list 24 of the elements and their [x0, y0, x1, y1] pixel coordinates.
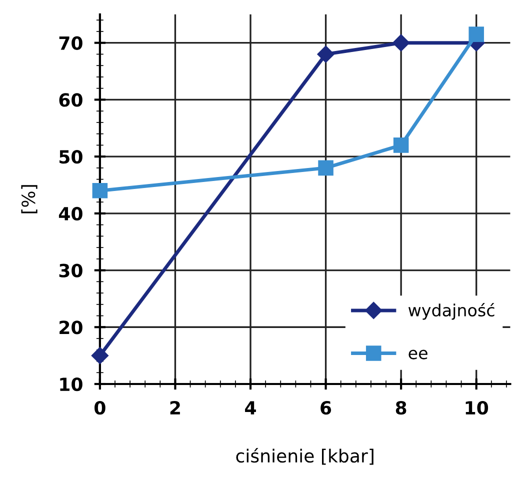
- x-tick-label: 4: [245, 401, 256, 414]
- point: [393, 138, 409, 153]
- point: [392, 34, 410, 52]
- y-tick-label: 30: [59, 264, 82, 278]
- y-axis-title: [%]: [21, 185, 38, 214]
- point: [91, 347, 108, 364]
- x-tick-label: 2: [170, 400, 180, 414]
- point: [317, 46, 334, 63]
- x-tick-label: 8: [396, 400, 406, 415]
- y-tick-label: 10: [60, 377, 82, 392]
- legend-label: wydajność: [408, 302, 494, 320]
- x-tick-label: 10: [466, 400, 488, 415]
- x-tick-label: 6: [320, 401, 332, 415]
- y-tick-label: 40: [58, 206, 82, 221]
- point: [318, 160, 334, 176]
- y-tick-label: 70: [59, 36, 82, 50]
- x-tick-label: 0: [94, 400, 106, 415]
- y-tick-label: 20: [60, 320, 82, 334]
- y-tick-label: 60: [59, 93, 82, 107]
- point: [468, 26, 484, 42]
- point: [92, 183, 108, 198]
- legend-label: ee: [408, 350, 428, 360]
- x-axis-title: ciśnienie [kbar]: [236, 448, 374, 465]
- y-tick-label: 50: [60, 150, 82, 164]
